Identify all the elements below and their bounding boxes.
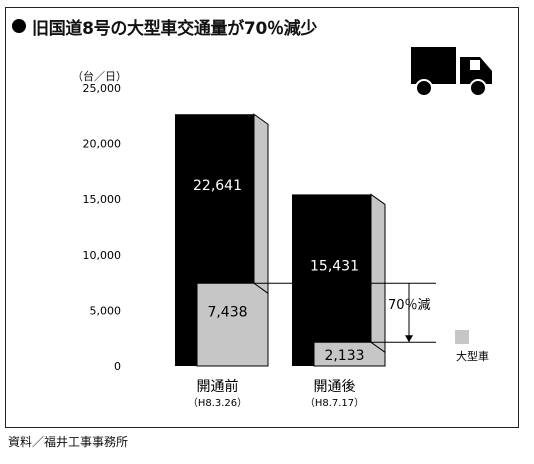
y-tick-label: 20,000 <box>83 138 122 151</box>
reduction-annotation: 70％減 <box>254 282 436 343</box>
truck-icon <box>411 47 492 97</box>
bar-side-face <box>370 193 386 367</box>
reduction-label: 70％減 <box>388 297 431 313</box>
bar-large-vehicle <box>313 341 386 367</box>
y-tick-label: 5,000 <box>90 304 122 317</box>
bars: 22,641 7,438 15,431 2,133 <box>175 113 386 367</box>
x-axis: 開通前 （H8.3.26） 開通後 （H8.7.17） <box>188 378 364 409</box>
y-tick-label: 0 <box>114 360 121 373</box>
category-sublabel: （H8.7.17） <box>305 397 364 409</box>
total-value-label: 22,641 <box>193 178 242 194</box>
category-label: 開通前 <box>197 378 239 395</box>
legend: 大型車 <box>455 330 489 363</box>
bullet-icon <box>12 19 26 33</box>
legend-swatch <box>455 330 469 344</box>
large-vehicle-value-label: 2,133 <box>324 348 364 364</box>
category-label: 開通後 <box>314 379 356 395</box>
y-tick-label: 15,000 <box>83 193 122 206</box>
bar-large-vehicle <box>196 282 269 367</box>
title-block: 旧国道8号の大型車交通量が70％減少 <box>12 14 318 39</box>
y-tick-label: 10,000 <box>83 249 122 262</box>
y-axis-unit: （台／日） <box>72 70 127 83</box>
chart-frame <box>5 7 519 428</box>
total-value-label: 15,431 <box>310 258 359 274</box>
large-vehicle-value-label: 7,438 <box>207 304 247 320</box>
category-sublabel: （H8.3.26） <box>188 397 247 409</box>
y-axis: 25,000 20,000 15,000 10,000 5,000 0 <box>83 82 122 373</box>
chart-title: 旧国道8号の大型車交通量が70％減少 <box>32 18 318 39</box>
reduction-arrowhead <box>405 335 413 343</box>
source-note: 資料／福井工事事務所 <box>8 435 129 449</box>
y-tick-label: 25,000 <box>83 82 122 95</box>
legend-label: 大型車 <box>456 349 489 363</box>
bar-total <box>292 194 371 366</box>
